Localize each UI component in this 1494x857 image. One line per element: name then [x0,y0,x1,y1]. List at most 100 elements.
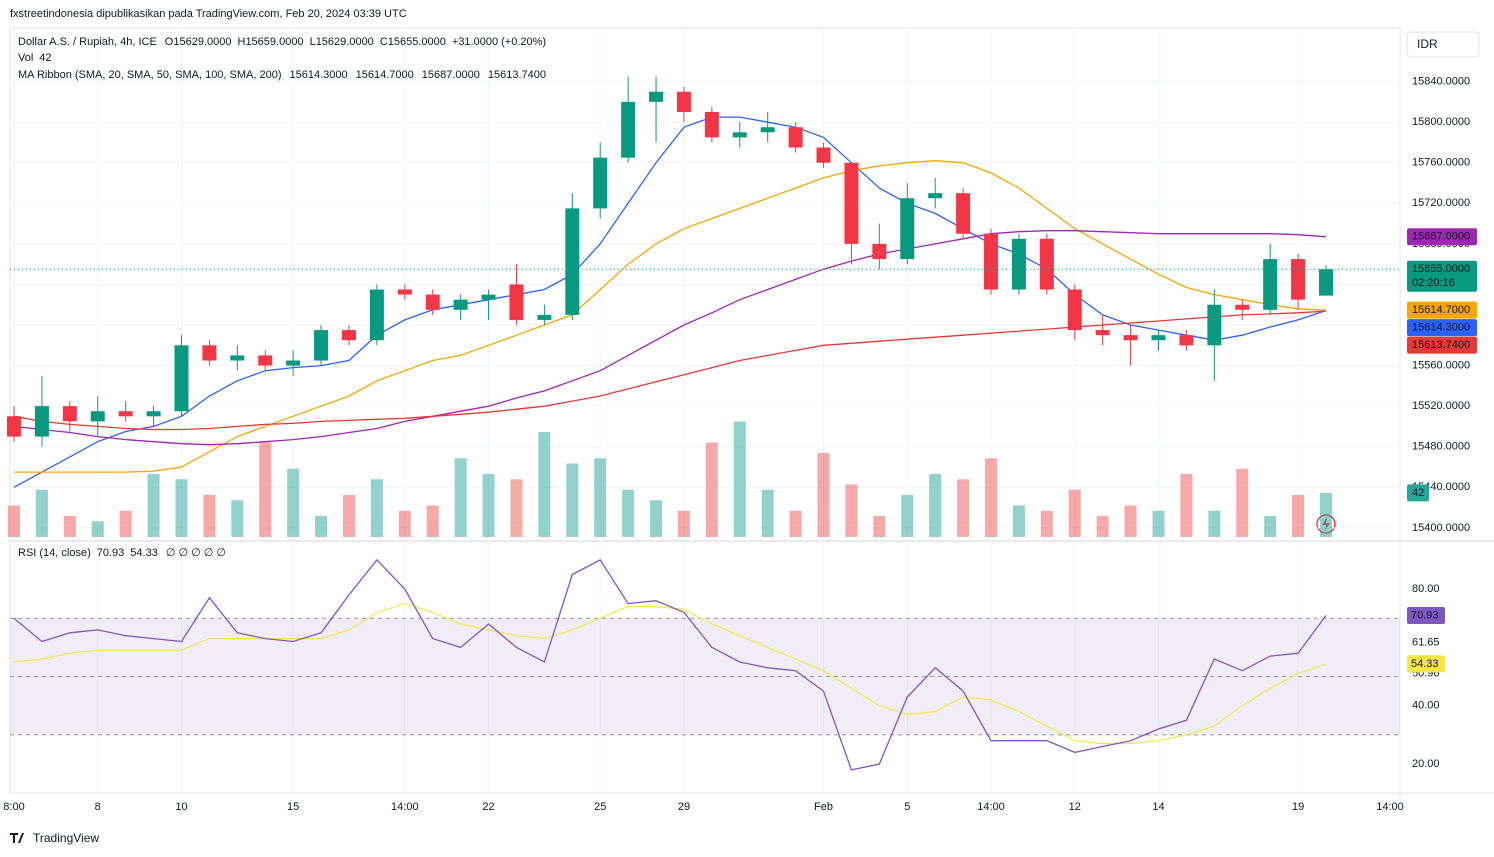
ribbon-value: 15613.7400 [488,69,546,81]
ma-line [13,230,1327,446]
volume-bar [985,458,998,537]
volume-bar [789,510,802,537]
currency[interactable]: IDR [1417,37,1438,51]
candle-body [537,314,552,320]
candle-body [816,147,831,163]
x-tick-label: 12 [1069,801,1081,813]
x-tick-label: 8 [95,801,101,813]
volume-bar [287,468,300,537]
rsi-tag-text: 54.33 [1411,658,1439,670]
volume-bar [1264,516,1277,537]
candle-body [453,299,468,310]
y-tick-label: 15560.0000 [1412,359,1470,371]
volume-bar [119,510,132,537]
rsi-tick-label: 20.00 [1412,758,1440,770]
rsi-title: RSI (14, close) [18,547,91,559]
volume-bar [231,500,244,537]
volume-bar [594,458,607,537]
volume-bar [91,521,104,537]
ohlc-value: 15655.0000 [388,36,446,48]
candle-body [1207,304,1222,346]
candle-body [314,330,329,361]
volume-bar [398,510,411,537]
candle-body [481,294,496,300]
price-tag [1407,301,1477,319]
y-tick-label: 15800.0000 [1412,116,1470,128]
x-tick-label: 14:00 [977,801,1005,813]
candle-body [872,243,887,260]
price-tag-text: 15613.7400 [1412,339,1470,351]
candle-body [1179,335,1194,346]
candle-body [565,208,580,315]
volume-bar [873,516,886,537]
volume-bar [482,474,495,537]
rsi-tick-label: 40.00 [1412,700,1440,712]
ma-line [13,310,1327,431]
candle-body [593,157,608,209]
candle-body [1039,238,1054,290]
candle-body [118,411,133,417]
rsi-ma-value: 54.33 [130,547,158,559]
x-tick-label: 14:00 [391,801,419,813]
volume-bar [650,500,663,537]
candle-body [258,355,273,366]
rsi-tag [1407,655,1445,673]
ohlc-key: L [310,36,316,48]
y-tick-label: 15760.0000 [1412,157,1470,169]
y-tick-label: 15520.0000 [1412,400,1470,412]
volume-bar [259,442,272,537]
volume-value: 42 [39,52,51,64]
volume-bar [147,474,160,537]
ohlc-value: 15659.0000 [245,36,303,48]
ohlc-key: H [237,36,245,48]
candle-body [62,406,77,422]
candle-body [1151,335,1166,341]
price-tag-text: 15655.0000 [1412,263,1470,275]
ohlc-key: O [165,36,174,48]
change: +31.0000 (+0.20%) [452,36,546,48]
candle-body [984,233,999,290]
x-tick-label: 5 [904,801,910,813]
candle-body [509,284,524,320]
volume-bar [1012,505,1025,537]
ribbon-value: 15614.7000 [356,69,414,81]
volume-bar [1236,468,1249,537]
x-tick-label: 8:00 [3,801,24,813]
candle-body [760,127,775,133]
candle-body [397,289,412,295]
tv-logo [10,833,24,843]
volume-bar [817,453,830,537]
volume-bar [1180,474,1193,537]
candle-body [1095,330,1110,336]
price-tag-text: 15614.7000 [1412,304,1470,316]
candle-body [844,162,859,244]
candle-body [1123,335,1138,341]
volume-bar [1040,510,1053,537]
volume-bar [454,458,467,537]
candle-body [341,330,356,341]
volume-bar [63,516,76,537]
publisher: fxstreetindonesia dipublikasikan pada Tr… [10,8,407,20]
y-tick-label: 15720.0000 [1412,197,1470,209]
volume-bar [1208,510,1221,537]
candle-body [1319,269,1333,296]
candle-body [649,91,664,102]
x-tick-label: 15 [287,801,299,813]
volume-bar [677,510,690,537]
volume-bar [1320,492,1332,537]
price-tag-text: 15614.3000 [1412,322,1470,334]
volume-bar [175,479,188,537]
currency-button[interactable] [1406,31,1480,58]
volume-bar [1096,516,1109,537]
candle-body [956,193,971,234]
rsi-tick-label: 80.00 [1412,583,1440,595]
volume-bar [510,479,523,537]
candle-body [369,289,384,341]
ohlc-key: C [380,36,388,48]
volume-title: Vol [18,52,33,64]
rsi-line [13,558,1327,771]
rsi-ma-line [13,602,1327,745]
volume-tag [1407,484,1429,502]
ribbon-value: 15614.3000 [290,69,348,81]
candle-body [788,127,803,148]
